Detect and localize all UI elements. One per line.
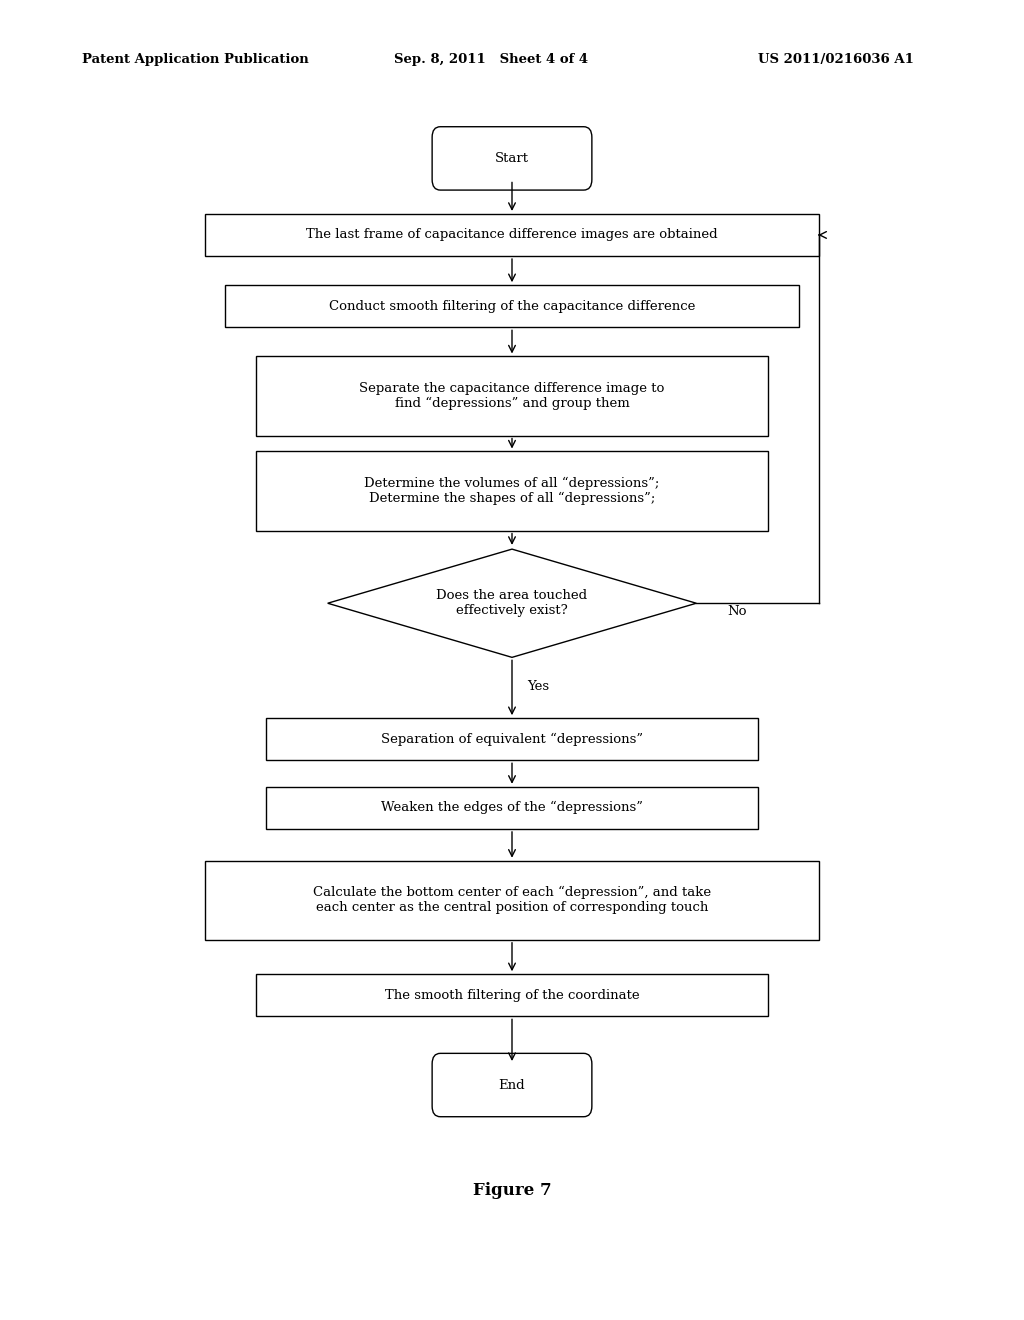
Text: Patent Application Publication: Patent Application Publication xyxy=(82,53,308,66)
Bar xyxy=(205,214,819,256)
Text: Separate the capacitance difference image to
find “depressions” and group them: Separate the capacitance difference imag… xyxy=(359,381,665,411)
Text: The last frame of capacitance difference images are obtained: The last frame of capacitance difference… xyxy=(306,228,718,242)
Bar xyxy=(266,718,758,760)
Text: Separation of equivalent “depressions”: Separation of equivalent “depressions” xyxy=(381,733,643,746)
Text: End: End xyxy=(499,1078,525,1092)
Text: Conduct smooth filtering of the capacitance difference: Conduct smooth filtering of the capacita… xyxy=(329,300,695,313)
Bar xyxy=(256,356,768,436)
Text: Sep. 8, 2011   Sheet 4 of 4: Sep. 8, 2011 Sheet 4 of 4 xyxy=(394,53,589,66)
FancyBboxPatch shape xyxy=(432,1053,592,1117)
Text: Does the area touched
effectively exist?: Does the area touched effectively exist? xyxy=(436,589,588,618)
Text: The smooth filtering of the coordinate: The smooth filtering of the coordinate xyxy=(385,989,639,1002)
Text: Figure 7: Figure 7 xyxy=(473,1183,551,1199)
Bar xyxy=(225,285,799,327)
Text: Yes: Yes xyxy=(527,680,550,693)
Polygon shape xyxy=(328,549,696,657)
Bar xyxy=(266,787,758,829)
Bar xyxy=(205,861,819,940)
Text: Start: Start xyxy=(495,152,529,165)
FancyBboxPatch shape xyxy=(432,127,592,190)
Text: Determine the volumes of all “depressions”;
Determine the shapes of all “depress: Determine the volumes of all “depression… xyxy=(365,477,659,506)
Bar xyxy=(256,974,768,1016)
Text: No: No xyxy=(727,605,746,618)
Bar xyxy=(256,451,768,531)
Text: Weaken the edges of the “depressions”: Weaken the edges of the “depressions” xyxy=(381,801,643,814)
Text: US 2011/0216036 A1: US 2011/0216036 A1 xyxy=(758,53,913,66)
Text: Calculate the bottom center of each “depression”, and take
each center as the ce: Calculate the bottom center of each “dep… xyxy=(313,886,711,915)
